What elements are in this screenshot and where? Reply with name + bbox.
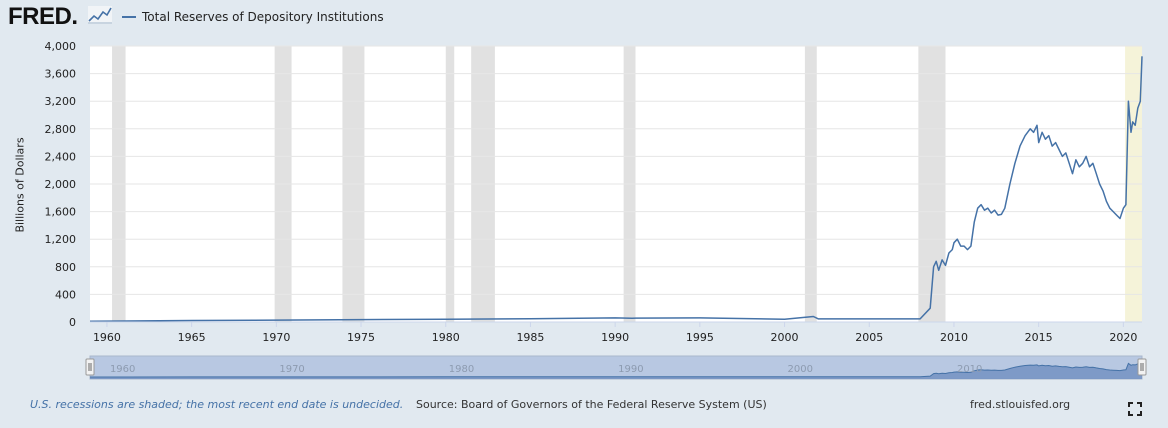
y-tick-label: 3,200: [45, 95, 77, 108]
x-tick-label: 1975: [347, 331, 375, 344]
y-tick-label: 0: [69, 316, 76, 329]
x-tick-label: 2000: [771, 331, 799, 344]
x-tick-label: 1985: [516, 331, 544, 344]
y-tick-label: 1,200: [45, 233, 77, 246]
source-text: Source: Board of Governors of the Federa…: [416, 398, 767, 411]
y-tick-label: 400: [55, 288, 76, 301]
navigator-series-line: [89, 360, 1143, 378]
y-tick-label: 2,000: [45, 178, 77, 191]
series-line-total-reserves: [89, 56, 1143, 322]
y-tick-label: 3,600: [45, 68, 77, 81]
y-tick-label: 1,600: [45, 206, 77, 219]
site-link[interactable]: fred.stlouisfed.org: [970, 398, 1071, 411]
navigator-tick-label: 1960: [110, 364, 135, 375]
y-tick-label: 4,000: [45, 40, 77, 53]
x-tick-label: 1980: [432, 331, 460, 344]
legend-label: Total Reserves of Depository Institution…: [142, 10, 384, 24]
x-tick-label: 1995: [686, 331, 714, 344]
fred-logo-graph-icon: [88, 6, 112, 24]
x-tick-label: 1960: [93, 331, 121, 344]
chart-area[interactable]: 0 400 800 1,200 1,600 2,000 2,400 2,800 3,200 3,6…: [0, 36, 1168, 386]
x-tick-label: 1970: [262, 331, 290, 344]
navigator-handle-left[interactable]: [85, 358, 95, 376]
y-tick-label: 2,400: [45, 150, 77, 163]
x-tick-label: 2015: [1025, 331, 1053, 344]
navigator-tick-label: 2010: [957, 364, 982, 375]
y-tick-label: 2,800: [45, 123, 77, 136]
chart-header: FRED. Total Reserves of Depository Insti…: [0, 0, 1168, 36]
navigator-handle-body: [1137, 358, 1147, 376]
navigator-tick-label: 2000: [788, 364, 813, 375]
legend[interactable]: Total Reserves of Depository Institution…: [122, 10, 384, 24]
navigator-handle-body: [85, 358, 95, 376]
x-tick-label: 1990: [601, 331, 629, 344]
x-tick-label: 2020: [1109, 331, 1137, 344]
y-tick-label: 800: [55, 261, 76, 274]
x-tick-label: 1965: [178, 331, 206, 344]
recession-footnote: U.S. recessions are shaded; the most rec…: [30, 398, 404, 411]
navigator-tick-label: 1980: [449, 364, 474, 375]
fullscreen-icon[interactable]: [1128, 402, 1142, 416]
navigator-tick-label: 1990: [618, 364, 643, 375]
legend-line-icon: [122, 15, 136, 18]
x-tick-label: 2010: [940, 331, 968, 344]
navigator-handle-right[interactable]: [1137, 358, 1147, 376]
navigator-tick-label: 1970: [279, 364, 304, 375]
x-tick-label: 2005: [855, 331, 883, 344]
fred-logo[interactable]: FRED.: [8, 3, 78, 30]
